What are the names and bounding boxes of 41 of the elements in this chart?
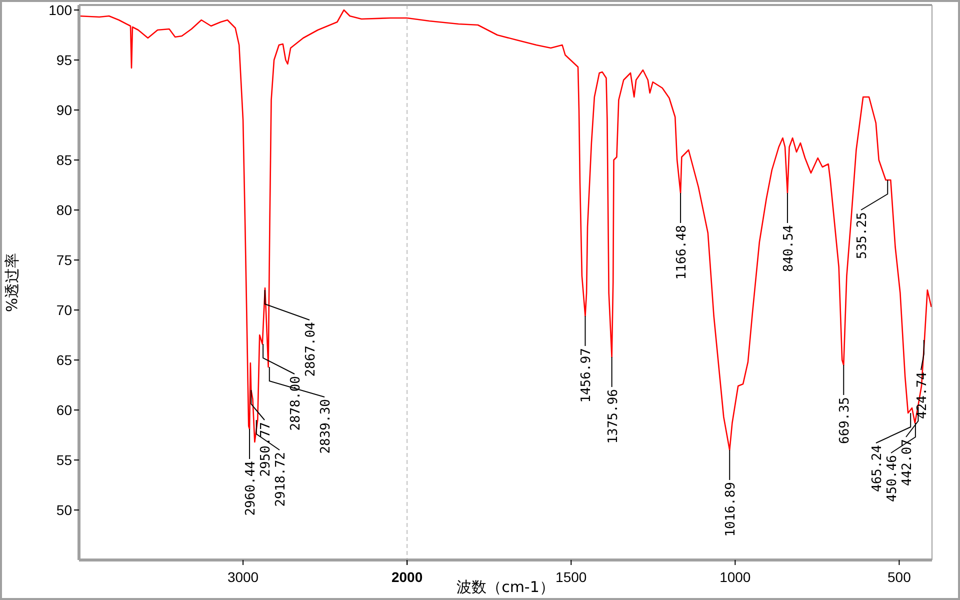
annotation: 442.07 — [900, 439, 915, 486]
y-tick-label: 50 — [56, 502, 72, 518]
annotation: 2867.04 — [264, 290, 319, 377]
x-tick-label: 1500 — [556, 569, 587, 585]
annotation: 840.54 — [781, 192, 796, 272]
y-tick-label: 60 — [56, 402, 72, 418]
annotation: 535.25 — [855, 212, 870, 259]
y-tick-label: 90 — [56, 102, 72, 118]
annotation: 1456.97 — [579, 348, 594, 403]
y-tick-label: 70 — [56, 302, 72, 318]
y-tick-label: 80 — [56, 202, 72, 218]
annotation: 535.25 — [855, 180, 888, 259]
y-tick-label: 75 — [56, 252, 72, 268]
y-tick-label: 85 — [56, 152, 72, 168]
x-tick-label: 1000 — [720, 569, 751, 585]
y-tick-label: 65 — [56, 352, 72, 368]
annotation: 1016.89 — [724, 482, 739, 537]
annotation: 465.24 — [870, 444, 885, 492]
x-tick-label: 3000 — [227, 569, 259, 585]
annotation: 1166.48 — [674, 225, 690, 280]
x-tick-label: 500 — [888, 569, 912, 585]
annotation: 669.35 — [838, 364, 853, 444]
annotation: 840.54 — [781, 224, 796, 272]
x-tick-label: 2000 — [392, 569, 423, 585]
y-tick-label: 100 — [48, 2, 72, 18]
annotation: 1456.97 — [579, 316, 594, 403]
annotation: 450.46 — [885, 455, 900, 502]
annotation: 1375.96 — [606, 389, 621, 444]
annotation: 2878.00 — [288, 376, 304, 431]
annotation: 2839.30 — [318, 399, 334, 454]
y-tick-label: 55 — [56, 452, 72, 468]
annotation: 669.35 — [838, 397, 853, 444]
annotation: 2867.04 — [304, 322, 319, 377]
annotation: 2950.77 — [258, 422, 274, 477]
x-axis-title: 波数（cm-1） — [456, 578, 554, 596]
annotation: 2918.72 — [274, 452, 289, 507]
annotation: 1016.89 — [724, 450, 739, 537]
y-tick-label: 95 — [56, 52, 72, 68]
annotation: 1166.48 — [674, 192, 690, 280]
y-axis-title: %透过率 — [3, 252, 21, 312]
annotation: 1375.96 — [606, 356, 621, 444]
